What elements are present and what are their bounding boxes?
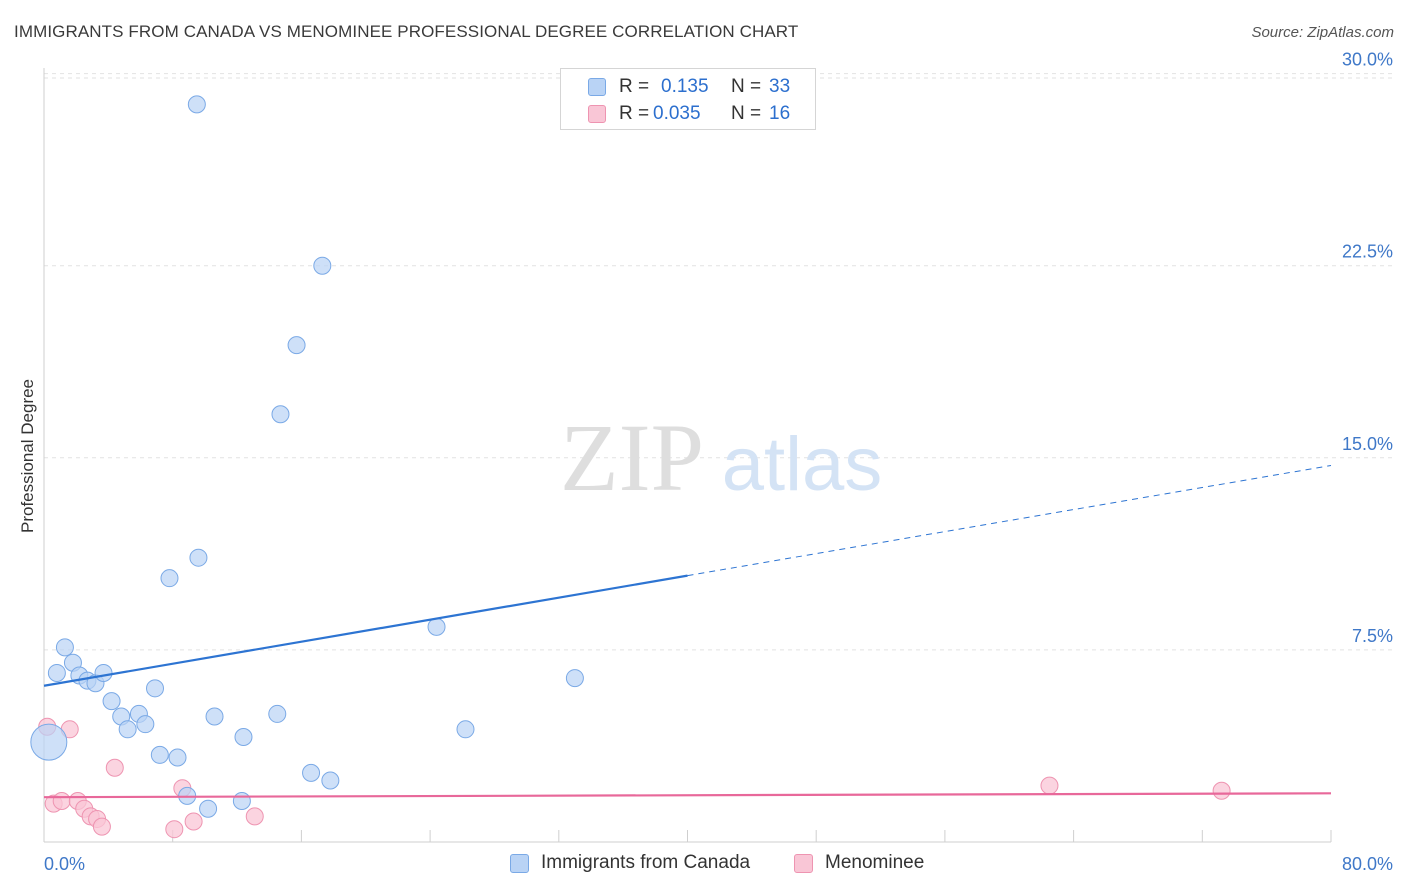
canada-point — [47, 663, 66, 682]
x-tick-label-min: 0.0% — [44, 854, 85, 874]
canada-point — [234, 727, 253, 746]
menominee-point — [105, 758, 124, 777]
legend-swatch-menominee — [794, 853, 813, 873]
y-tick-label: 7.5% — [1352, 626, 1393, 646]
menominee-point — [1040, 776, 1059, 795]
canada-point — [321, 771, 340, 790]
legend-n-value: 33 — [769, 76, 791, 97]
watermark: ZIP atlas — [560, 404, 882, 511]
chart-title: IMMIGRANTS FROM CANADA VS MENOMINEE PROF… — [14, 22, 799, 41]
canada-point — [187, 95, 206, 114]
menominee-point — [245, 807, 264, 826]
canada-point — [150, 745, 169, 764]
grid-lines — [44, 73, 1392, 651]
canada-points — [30, 95, 584, 818]
watermark-zip: ZIP — [560, 404, 704, 511]
menominee-point — [1212, 781, 1231, 800]
canada-point — [94, 663, 113, 682]
canada-point — [146, 679, 165, 698]
canada-point — [302, 763, 321, 782]
menominee-trend-line — [43, 792, 1332, 799]
menominee-point — [165, 820, 184, 839]
legend-n-value: 16 — [769, 103, 791, 124]
legend-label-menominee: Menominee — [825, 852, 925, 873]
canada-point — [313, 256, 332, 275]
legend-swatch-menominee — [588, 105, 606, 123]
legend-label-canada: Immigrants from Canada — [541, 852, 751, 873]
canada-point — [189, 548, 208, 567]
legend-item-canada: Immigrants from Canada — [510, 852, 750, 874]
canada-point — [205, 707, 224, 726]
correlation-legend: R = 0.135 N = 33 R = 0.035 N = 16 — [560, 68, 816, 130]
legend-swatch-canada — [510, 853, 529, 873]
canada-trend-line — [43, 574, 688, 687]
x-tick-label-max: 80.0% — [1342, 854, 1393, 874]
canada-point — [160, 569, 179, 588]
legend-r-label: R = — [619, 103, 650, 124]
canada-point — [232, 792, 251, 811]
canada-point — [168, 748, 187, 767]
canada-point — [427, 617, 446, 636]
tick-labels: 7.5% 15.0% 22.5% 30.0% 0.0% 80.0% — [44, 50, 1393, 874]
canada-point — [268, 704, 287, 723]
axes — [43, 68, 1332, 843]
legend-n-label: N = — [731, 103, 762, 124]
canada-point — [199, 799, 218, 818]
y-tick-label: 15.0% — [1342, 434, 1393, 454]
canada-point — [136, 715, 155, 734]
watermark-atlas: atlas — [722, 422, 883, 507]
canada-point — [287, 336, 306, 355]
legend-swatch-canada — [588, 78, 606, 96]
series-legend: Immigrants from Canada Menominee — [0, 852, 1406, 876]
canada-trend-extension — [687, 464, 1332, 577]
canada-point-large — [30, 723, 68, 761]
y-tick-label: 22.5% — [1342, 242, 1393, 262]
trend-lines — [43, 464, 1332, 799]
menominee-point — [52, 792, 71, 811]
menominee-point — [184, 812, 203, 831]
menominee-points — [38, 717, 1231, 839]
canada-point — [102, 692, 121, 711]
source-note: Source: ZipAtlas.com — [1251, 24, 1394, 41]
legend-r-value: 0.035 — [653, 103, 701, 124]
canada-point — [118, 720, 137, 739]
canada-point — [55, 638, 74, 657]
menominee-point — [92, 817, 111, 836]
canada-point — [565, 669, 584, 688]
y-tick-label: 30.0% — [1342, 50, 1393, 70]
legend-r-label: R = — [619, 76, 650, 97]
legend-r-value: 0.135 — [661, 76, 709, 97]
legend-n-label: N = — [731, 76, 762, 97]
legend-item-menominee: Menominee — [794, 852, 924, 874]
canada-point — [271, 405, 290, 424]
canada-point — [456, 720, 475, 739]
